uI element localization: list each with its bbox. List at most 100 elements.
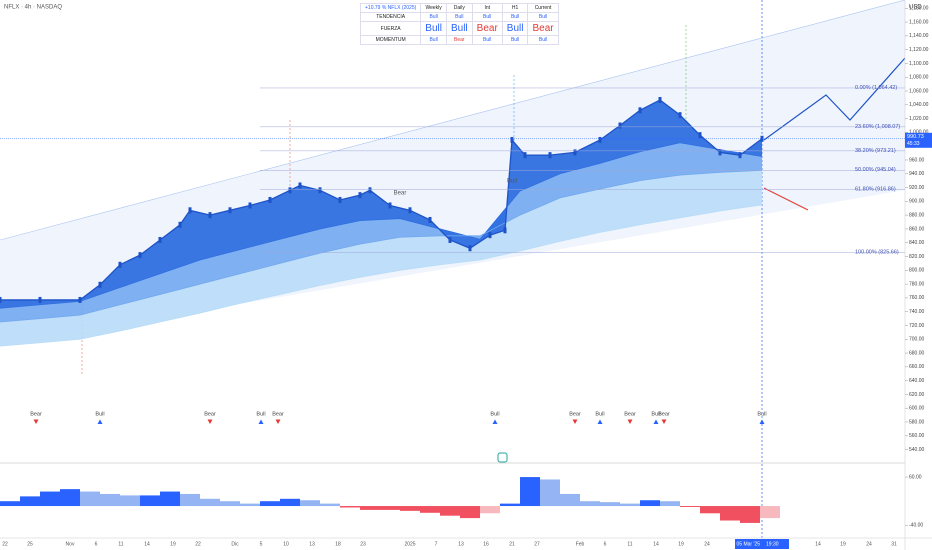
candle — [503, 227, 507, 234]
signal-marker — [597, 419, 603, 424]
symbol: NFLX · 4h · NASDAQ — [4, 5, 62, 11]
x-tick-label: 13 — [458, 541, 464, 547]
signal-label: Bull — [256, 411, 265, 417]
signal-marker — [33, 419, 39, 424]
signal-label: Bear — [624, 411, 636, 417]
y-tick-label: 940.00 — [909, 171, 925, 177]
oscillator-bar — [240, 503, 260, 507]
oscillator-bar — [200, 498, 220, 507]
oscillator-bar — [320, 503, 340, 507]
candle — [510, 136, 514, 143]
price-tag-timer: 45:33 — [907, 141, 920, 147]
fib-label: 100.00% (825.66) — [855, 250, 899, 256]
fib-label: 61.80% (916.86) — [855, 187, 896, 193]
candle — [78, 296, 82, 303]
candle — [38, 296, 42, 303]
fib-label: 0.00% (1,064.42) — [855, 85, 897, 91]
signal-cell: Bull — [420, 35, 447, 45]
y-tick-label: 1,140.00 — [909, 33, 929, 39]
candle — [523, 152, 527, 159]
signal-marker — [258, 419, 264, 424]
x-tick-label: 7 — [435, 541, 438, 547]
band-line — [0, 204, 763, 347]
signal-label: Bear — [30, 411, 42, 417]
y-tick-label: 540.00 — [909, 447, 925, 453]
x-tick-label: 11 — [627, 541, 632, 547]
y-tick-label: 700.00 — [909, 337, 925, 343]
y-tick-label: 680.00 — [909, 350, 925, 356]
y-tick-label: 920.00 — [909, 185, 925, 191]
signal-marker — [627, 419, 633, 424]
y-tick-label: 840.00 — [909, 240, 925, 246]
signal-cell: Bull — [420, 21, 447, 36]
oscillator-bar — [260, 501, 280, 507]
signal-marker — [207, 419, 213, 424]
y-tick-label: 560.00 — [909, 433, 925, 439]
x-tick-label: 19 — [170, 541, 176, 547]
candle — [288, 187, 292, 194]
candle — [368, 187, 372, 194]
signal-label: Bull — [651, 411, 660, 417]
y-tick-label: 1,080.00 — [909, 75, 929, 81]
band-line — [0, 169, 763, 323]
signal-cell: Bull — [471, 35, 503, 45]
x-tick-label: 24 — [704, 541, 710, 547]
signal-marker — [572, 419, 578, 424]
oscillator-bar — [300, 500, 320, 507]
y-tick-label: 880.00 — [909, 212, 925, 218]
candle — [268, 196, 272, 203]
candle — [698, 132, 702, 139]
candle — [548, 152, 552, 159]
oscillator-bar — [80, 491, 100, 507]
y-tick-label: 1,060.00 — [909, 88, 929, 94]
candle — [188, 207, 192, 214]
price-tag — [905, 132, 932, 148]
x-tick-label: 14 — [815, 541, 821, 547]
x-tick-label: 27 — [534, 541, 540, 547]
band-fill — [0, 142, 762, 323]
band-line — [0, 142, 763, 309]
fib-label: 38.20% (973.21) — [855, 148, 896, 154]
icon[interactable] — [497, 452, 508, 463]
oscillator-bar — [640, 500, 660, 507]
candle — [318, 187, 322, 194]
signal-label: Bull — [757, 411, 766, 417]
oscillator-bar — [280, 498, 300, 507]
column-header: Weekly — [420, 3, 447, 13]
y-tick-label: -40.00 — [909, 523, 923, 529]
candle — [718, 149, 722, 156]
y-tick-label: 580.00 — [909, 419, 925, 425]
y-tick-label: 900.00 — [909, 199, 925, 205]
oscillator-bar — [580, 501, 600, 507]
y-tick-label: 1,120.00 — [909, 47, 929, 53]
y-tick-label: 760.00 — [909, 295, 925, 301]
y-tick-label: 660.00 — [909, 364, 925, 370]
fib-label: 50.00% (945.04) — [855, 167, 896, 173]
signal-cell: Bull — [501, 12, 529, 22]
x-tick-label: 16 — [483, 541, 489, 547]
column-header: +10.79 % NFLX (2025) — [359, 3, 422, 13]
oscillator-bar — [620, 503, 640, 507]
cursor-tag — [735, 539, 789, 549]
y-tick-label: 860.00 — [909, 226, 925, 232]
candle — [208, 212, 212, 219]
y-tick-label: 720.00 — [909, 323, 925, 329]
candle — [488, 232, 492, 239]
y-tick-label: 780.00 — [909, 281, 925, 287]
candle — [0, 296, 2, 303]
oscillator-bar — [520, 477, 540, 507]
signal-marker — [653, 419, 659, 424]
x-tick-label: 31 — [891, 541, 897, 547]
x-tick-label: 25 — [27, 541, 33, 547]
column-header: H1 — [501, 3, 529, 13]
oscillator-bar — [140, 495, 160, 507]
x-tick-label: 13 — [309, 541, 315, 547]
candle — [178, 221, 182, 228]
candle — [428, 216, 432, 223]
oscillator-bar — [120, 495, 140, 507]
candle — [658, 96, 662, 103]
signal-label: Bull — [490, 411, 499, 417]
oscillator-bar — [560, 493, 580, 507]
candle — [228, 207, 232, 214]
